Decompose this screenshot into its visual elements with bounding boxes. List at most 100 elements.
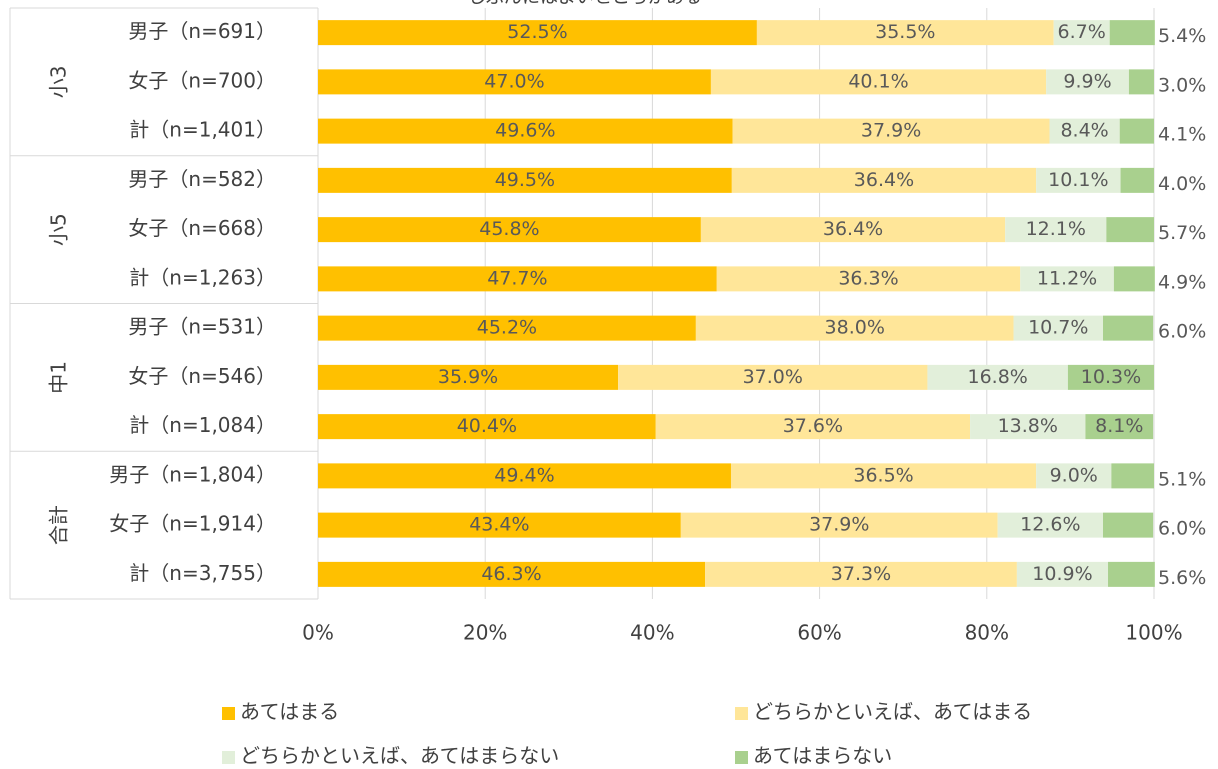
y-tick-label: 計（n=1,084） — [129, 413, 276, 437]
value-label: 12.1% — [1026, 218, 1086, 240]
bar-segment — [1120, 167, 1154, 193]
value-label: 10.9% — [1032, 563, 1092, 585]
bar-segment — [318, 69, 711, 95]
bar-segment — [318, 217, 701, 243]
value-label: 5.4% — [1158, 25, 1206, 47]
value-label: 35.5% — [875, 21, 935, 43]
y-tick-label: 男子（n=582） — [128, 167, 276, 191]
bar-segment — [1036, 167, 1121, 193]
bar-segment — [1108, 561, 1155, 587]
value-label: 37.6% — [783, 415, 843, 437]
value-label: 37.3% — [831, 563, 891, 585]
x-tick-label: 0% — [302, 621, 334, 645]
value-label: 5.1% — [1158, 468, 1206, 490]
legend-swatch — [222, 751, 235, 764]
y-tick-label: 計（n=1,401） — [129, 118, 276, 142]
legend-swatch — [222, 707, 235, 720]
bar-segment — [318, 118, 733, 144]
value-label: 9.0% — [1050, 464, 1098, 486]
value-label: 35.9% — [438, 366, 498, 388]
y-tick-label: 女子（n=668） — [128, 216, 276, 240]
group-label: 合計 — [47, 505, 71, 545]
bar-segment — [318, 512, 681, 538]
value-label: 5.7% — [1158, 222, 1206, 244]
bar-segment — [1013, 315, 1104, 341]
bar-segment — [318, 364, 619, 390]
value-label: 4.0% — [1158, 173, 1206, 195]
chart-title: じぶんにはよいところがある — [468, 0, 702, 8]
bar-segment — [927, 364, 1068, 390]
value-label: 6.0% — [1158, 321, 1206, 343]
legend-swatch — [735, 707, 748, 720]
value-label: 47.0% — [484, 70, 544, 92]
bar-segment — [732, 118, 1050, 144]
bar-segment — [1106, 217, 1154, 243]
bar-segment — [318, 463, 731, 489]
bar-segment — [1020, 266, 1114, 292]
value-label: 38.0% — [825, 317, 885, 339]
bar-segment — [1046, 69, 1129, 95]
bar-segment — [1113, 266, 1155, 292]
value-label: 43.4% — [469, 514, 529, 536]
value-label: 8.1% — [1095, 415, 1143, 437]
legend-label: どちらかといえば、あてはまらない — [240, 744, 559, 768]
bar-segment — [318, 167, 732, 193]
bar-segment — [318, 315, 696, 341]
value-label: 4.1% — [1158, 124, 1206, 146]
y-tick-label: 女子（n=700） — [128, 68, 276, 92]
bar-segment — [1103, 512, 1154, 538]
value-label: 9.9% — [1063, 70, 1111, 92]
value-label: 5.6% — [1158, 567, 1206, 589]
value-label: 40.1% — [848, 70, 908, 92]
value-label: 10.7% — [1028, 317, 1088, 339]
value-label: 3.0% — [1158, 74, 1206, 96]
value-label: 45.8% — [479, 218, 539, 240]
group-label: 中1 — [47, 361, 71, 394]
bar-segment — [618, 364, 928, 390]
bar-segment — [705, 561, 1017, 587]
value-label: 47.7% — [487, 267, 547, 289]
value-label: 13.8% — [998, 415, 1058, 437]
value-label: 36.4% — [823, 218, 883, 240]
bar-segment — [1049, 118, 1120, 144]
y-tick-label: 計（n=3,755） — [129, 561, 276, 585]
bar-segment — [756, 20, 1054, 46]
bar-segment — [1109, 20, 1155, 46]
y-tick-label: 女子（n=1,914） — [109, 512, 276, 536]
group-label: 小3 — [47, 66, 71, 99]
value-label: 52.5% — [507, 21, 567, 43]
bar-segment — [1016, 561, 1109, 587]
group-label: 小5 — [47, 213, 71, 246]
value-label: 40.4% — [457, 415, 517, 437]
bar-segment — [1053, 20, 1110, 46]
bar-segment — [318, 561, 706, 587]
value-label: 49.4% — [494, 464, 554, 486]
bar-segment — [731, 167, 1037, 193]
value-label: 37.0% — [743, 366, 803, 388]
y-tick-label: 男子（n=691） — [128, 19, 276, 43]
x-tick-label: 20% — [463, 621, 507, 645]
legend-swatch — [735, 751, 748, 764]
bar-segment — [1067, 364, 1154, 390]
value-label: 10.1% — [1048, 169, 1108, 191]
bar-segment — [997, 512, 1104, 538]
bar-segment — [318, 266, 717, 292]
legend-label: あてはまらない — [753, 744, 892, 768]
value-label: 8.4% — [1060, 120, 1108, 142]
value-label: 45.2% — [477, 317, 537, 339]
legend-label: どちらかといえば、あてはまる — [753, 700, 1032, 724]
value-label: 36.4% — [854, 169, 914, 191]
x-tick-label: 100% — [1125, 621, 1182, 645]
value-label: 36.5% — [853, 464, 913, 486]
y-tick-label: 男子（n=1,804） — [109, 462, 276, 486]
bar-segment — [1103, 315, 1154, 341]
y-tick-label: 男子（n=531） — [128, 315, 276, 339]
bar-segment — [970, 414, 1086, 440]
bar-segment — [655, 414, 971, 440]
x-tick-label: 40% — [630, 621, 674, 645]
bar-segment — [730, 463, 1037, 489]
value-label: 49.5% — [495, 169, 555, 191]
bar-segment — [318, 414, 656, 440]
y-tick-label: 計（n=1,263） — [129, 265, 276, 289]
y-tick-label: 女子（n=546） — [128, 364, 276, 388]
